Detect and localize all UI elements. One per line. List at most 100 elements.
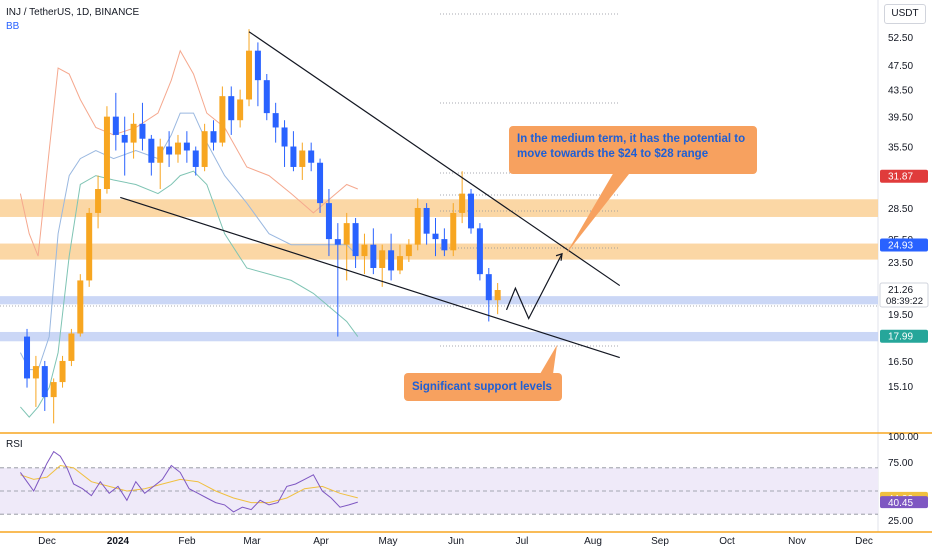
candle [308, 142, 315, 172]
trendline-0 [248, 31, 621, 287]
candle-body [192, 150, 199, 167]
time-axis-label: Dec [38, 536, 56, 547]
candle-body [414, 207, 421, 245]
rsi-label[interactable]: RSI [6, 439, 23, 450]
candle-body [254, 50, 261, 81]
price-tick-label: 43.50 [888, 86, 913, 97]
rsi-tick-label: 75.00 [888, 458, 913, 469]
countdown-label: 08:39:22 [886, 296, 923, 307]
candle [41, 360, 48, 411]
candle [450, 203, 457, 257]
candle [77, 274, 84, 337]
candle [414, 198, 421, 251]
candle-body [157, 146, 164, 163]
candle-body [325, 203, 332, 240]
candle [246, 29, 253, 107]
zone-blue-3 [0, 331, 878, 342]
bb-indicator-label[interactable]: BB [6, 21, 20, 32]
price-tick-label: 39.50 [888, 113, 913, 124]
callout-top-pointer [566, 160, 640, 254]
candle-body [41, 366, 48, 398]
candle [95, 175, 102, 229]
candle [325, 189, 332, 257]
callout-bottom-pointer [540, 345, 557, 374]
candle [317, 158, 324, 213]
candle [237, 89, 244, 128]
candle [290, 131, 297, 172]
candle-body [379, 250, 386, 268]
price-tick-label: 35.50 [888, 143, 913, 154]
candle [174, 134, 181, 163]
candle [396, 244, 403, 275]
candle-body [423, 207, 430, 234]
projection-arrowhead [555, 252, 563, 261]
candle-body [485, 274, 492, 301]
candle-body [308, 150, 315, 163]
candle [468, 189, 475, 234]
candle [183, 131, 190, 163]
currency-button[interactable]: USDT [884, 4, 926, 24]
candle-body [476, 228, 483, 275]
candle-body [370, 244, 377, 268]
candle-body [246, 50, 253, 100]
candle-body [299, 150, 306, 167]
candle-body [494, 290, 501, 301]
candle-body [68, 333, 75, 361]
support-levels-callout: Significant support levels [404, 373, 562, 401]
candle-body [77, 280, 84, 334]
candle [379, 244, 386, 287]
candle-body [210, 131, 217, 143]
candle-body [281, 127, 288, 147]
price-tag-label: 21.26 [888, 285, 913, 296]
candle [334, 223, 341, 337]
candle-body [432, 233, 439, 240]
candle-body [396, 256, 403, 271]
candle-body [468, 193, 475, 229]
bb-upper-line [19, 49, 358, 257]
candle-body [32, 366, 39, 379]
candle [103, 106, 110, 194]
candle [405, 239, 412, 262]
price-tick-label: 16.50 [888, 357, 913, 368]
zone-orange-0 [0, 199, 878, 217]
price-tag-label: 31.87 [888, 172, 913, 183]
candle-body [441, 239, 448, 251]
rsi-ma-line [20, 464, 358, 504]
medium-term-callout: In the medium term, it has the potential… [509, 126, 757, 174]
candle [32, 355, 39, 407]
candle-body [148, 138, 155, 163]
time-axis-label: May [379, 536, 398, 547]
rsi-tick-label: 25.00 [888, 516, 913, 527]
candle [494, 282, 501, 315]
candle-body [290, 146, 297, 167]
candle-body [237, 99, 244, 121]
candle [219, 86, 226, 147]
candle-body [334, 239, 341, 245]
price-tick-label: 23.50 [888, 258, 913, 269]
price-tick-label: 15.10 [888, 382, 913, 393]
candle-body [263, 80, 270, 114]
candle [352, 217, 359, 268]
trendline-1 [120, 196, 620, 359]
candle [423, 203, 430, 245]
time-axis-label: Sep [651, 536, 669, 547]
candle [254, 42, 261, 107]
candle [343, 212, 350, 281]
price-tick-label: 52.50 [888, 33, 913, 44]
candle [210, 120, 217, 151]
time-axis-label: Aug [584, 536, 602, 547]
candle [86, 207, 93, 287]
candle [388, 233, 395, 281]
candle-body [228, 96, 235, 121]
candle [228, 86, 235, 135]
symbol-title: INJ / TetherUS, 1D, BINANCE [6, 7, 140, 18]
candle [139, 102, 146, 151]
candle-body [139, 123, 146, 139]
candle-body [103, 116, 110, 190]
candle [130, 113, 137, 159]
candle [201, 123, 208, 172]
candle [166, 131, 173, 167]
candle-body [459, 193, 466, 213]
